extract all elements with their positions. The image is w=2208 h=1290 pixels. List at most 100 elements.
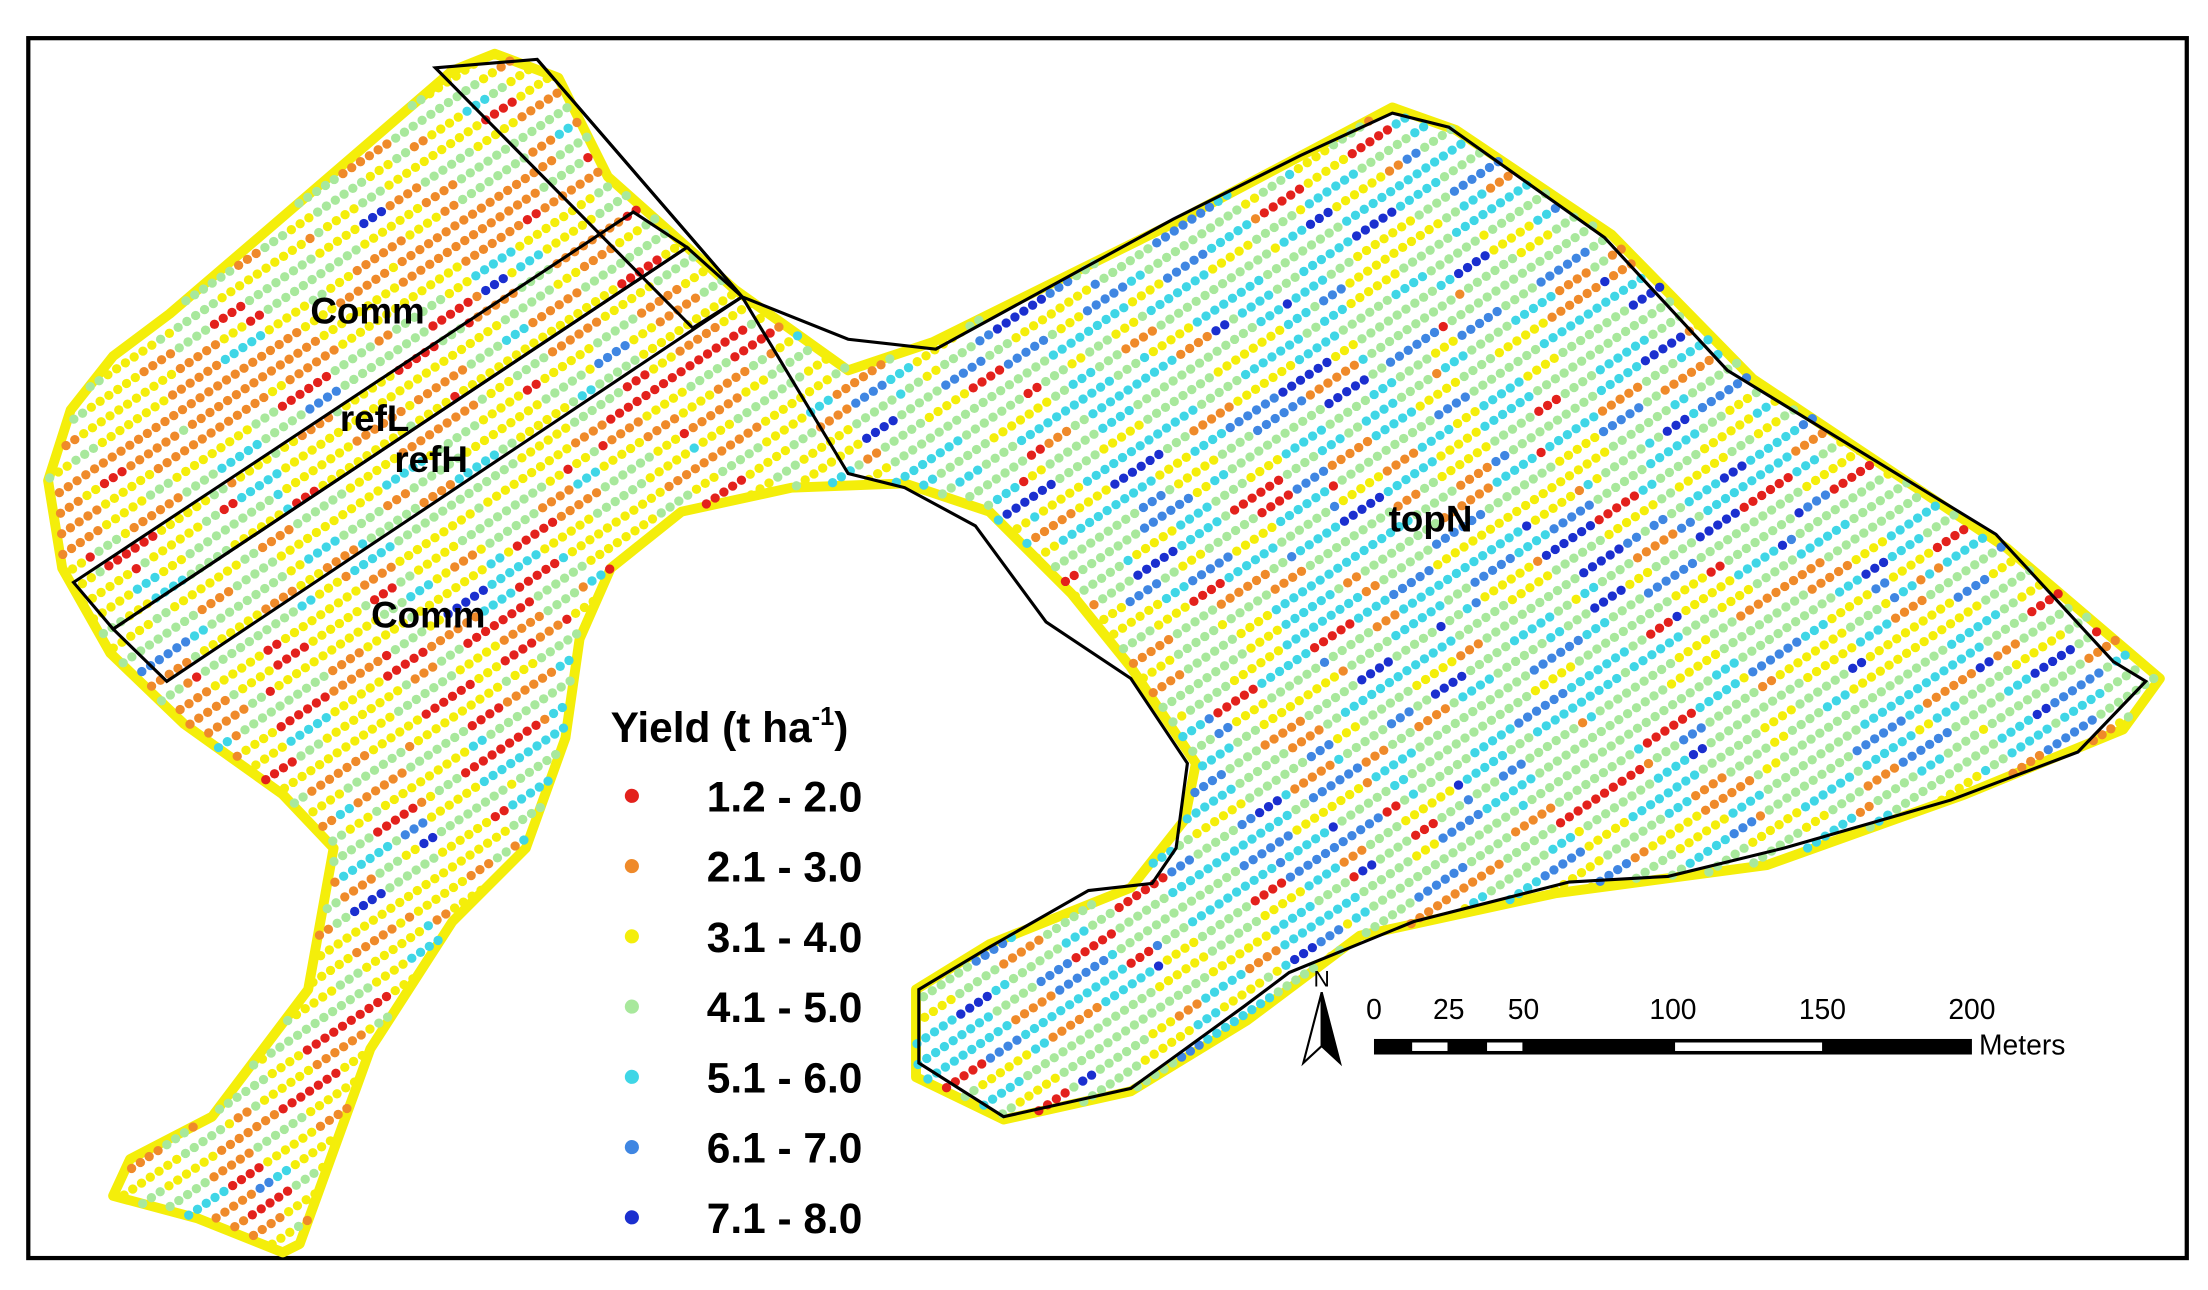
yield-point: [1457, 671, 1467, 682]
yield-point: [1539, 509, 1549, 519]
yield-point: [1226, 273, 1237, 283]
yield-point: [473, 482, 483, 493]
yield-point: [1568, 532, 1578, 543]
yield-point: [1202, 502, 1212, 512]
yield-point: [248, 1230, 259, 1241]
yield-point: [297, 601, 307, 611]
yield-point: [1225, 593, 1235, 603]
yield-point: [757, 354, 768, 365]
yield-point: [179, 1128, 190, 1138]
yield-point: [315, 951, 326, 961]
yield-point: [1490, 436, 1500, 446]
yield-point: [469, 762, 480, 772]
yield-point: [1047, 1011, 1057, 1022]
yield-point: [1639, 506, 1649, 516]
yield-point: [333, 1109, 343, 1120]
yield-point: [521, 364, 531, 375]
yield-point: [1608, 270, 1619, 281]
yield-point: [1349, 190, 1360, 200]
yield-point: [1127, 467, 1138, 477]
yield-point: [660, 399, 670, 409]
yield-point: [1126, 276, 1137, 286]
yield-point: [502, 697, 513, 707]
yield-point: [1257, 508, 1267, 518]
yield-point: [1292, 825, 1302, 835]
yield-point: [1069, 1082, 1079, 1092]
yield-point: [210, 510, 221, 521]
yield-point: [258, 1074, 269, 1085]
yield-point: [1230, 866, 1241, 877]
yield-point: [373, 656, 383, 667]
yield-point: [1154, 279, 1164, 289]
yield-point: [289, 1139, 299, 1149]
yield-point: [271, 278, 281, 288]
yield-point: [890, 457, 900, 467]
yield-point: [480, 626, 491, 637]
yield-point: [1078, 394, 1088, 404]
yield-point: [233, 431, 244, 441]
yield-point: [1209, 284, 1219, 295]
yield-point: [613, 388, 624, 398]
yield-point: [377, 398, 388, 408]
yield-point: [1381, 616, 1391, 626]
yield-point: [1272, 455, 1283, 465]
yield-point: [277, 230, 288, 241]
yield-point: [457, 876, 468, 887]
yield-point: [1152, 940, 1163, 951]
yield-point: [1100, 294, 1110, 304]
yield-point: [1519, 650, 1530, 661]
yield-point: [416, 606, 426, 616]
yield-point: [286, 736, 296, 746]
yield-point: [329, 1027, 339, 1037]
yield-point: [555, 661, 565, 672]
yield-point: [528, 658, 538, 669]
yield-point: [1394, 863, 1404, 873]
yield-point: [1441, 383, 1452, 393]
yield-point: [510, 159, 521, 169]
yield-point: [446, 159, 457, 169]
yield-point: [372, 806, 382, 817]
yield-point: [1425, 416, 1435, 426]
yield-point: [639, 349, 649, 359]
yield-point: [974, 1018, 985, 1028]
yield-point: [1371, 260, 1382, 270]
yield-point: [765, 328, 775, 338]
yield-point: [1534, 747, 1544, 758]
yield-point: [377, 227, 388, 237]
yield-point: [519, 835, 529, 845]
yield-point: [1386, 719, 1397, 729]
yield-point: [1362, 607, 1373, 617]
yield-point: [1412, 339, 1422, 350]
yield-point: [1037, 315, 1048, 325]
yield-point: [465, 850, 475, 860]
yield-point: [1294, 696, 1304, 706]
yield-point: [1708, 438, 1719, 448]
yield-point: [1342, 216, 1352, 226]
yield-point: [1158, 532, 1168, 542]
yield-point: [501, 335, 512, 346]
yield-point: [552, 88, 562, 98]
yield-point: [1393, 842, 1403, 852]
yield-point: [366, 362, 377, 373]
yield-point: [1576, 697, 1587, 707]
yield-point: [188, 610, 199, 621]
yield-point: [250, 398, 260, 409]
yield-point: [1038, 1017, 1048, 1028]
yield-point: [424, 941, 434, 952]
yield-point: [1364, 648, 1375, 659]
yield-point: [131, 564, 141, 574]
yield-point: [200, 325, 211, 335]
yield-point: [407, 612, 417, 622]
yield-point: [1280, 769, 1290, 780]
yield-point: [909, 465, 919, 476]
yield-point: [433, 935, 443, 946]
yield-point: [1453, 780, 1464, 790]
yield-point: [343, 783, 353, 793]
yield-point: [1218, 981, 1228, 991]
yield-point: [1166, 676, 1176, 686]
yield-point: [526, 638, 537, 648]
yield-point: [1645, 438, 1655, 448]
yield-point: [1440, 533, 1451, 543]
yield-point: [1172, 629, 1183, 639]
yield-point: [241, 1086, 251, 1097]
